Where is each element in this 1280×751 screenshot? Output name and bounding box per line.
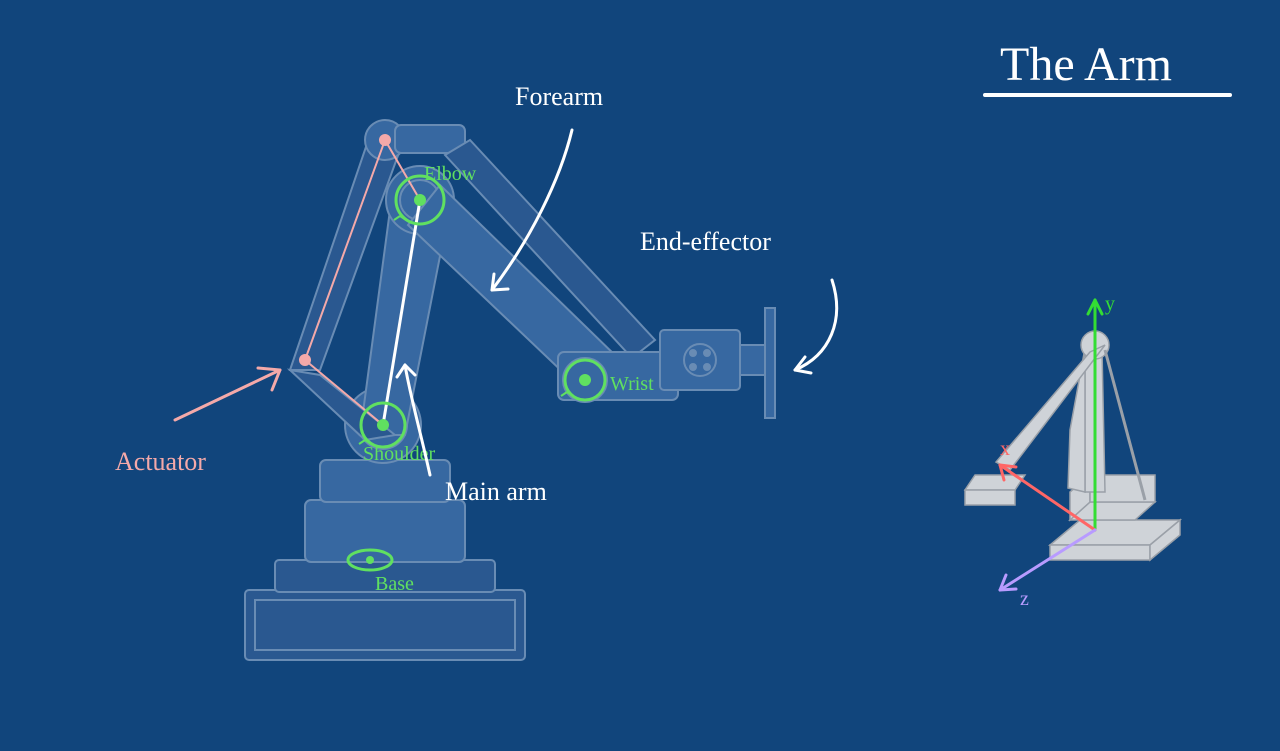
axis-y-label: y [1105,293,1115,315]
label-main-arm: Main arm [445,477,547,506]
page-title: The Arm [1000,38,1172,91]
diagram-canvas: Base Shoulder Elbow Wrist Forearm Main a… [0,0,1280,751]
blueprint-arm [245,120,775,660]
label-wrist: Wrist [610,373,654,395]
axis-z-label: z [1020,588,1029,610]
axis-x-label: x [1000,438,1010,460]
label-actuator: Actuator [115,447,206,476]
label-end-effector: End-effector [640,227,771,256]
label-elbow: Elbow [424,163,477,185]
iso-arm [965,331,1180,560]
label-forearm: Forearm [515,82,603,111]
label-base: Base [375,573,414,595]
